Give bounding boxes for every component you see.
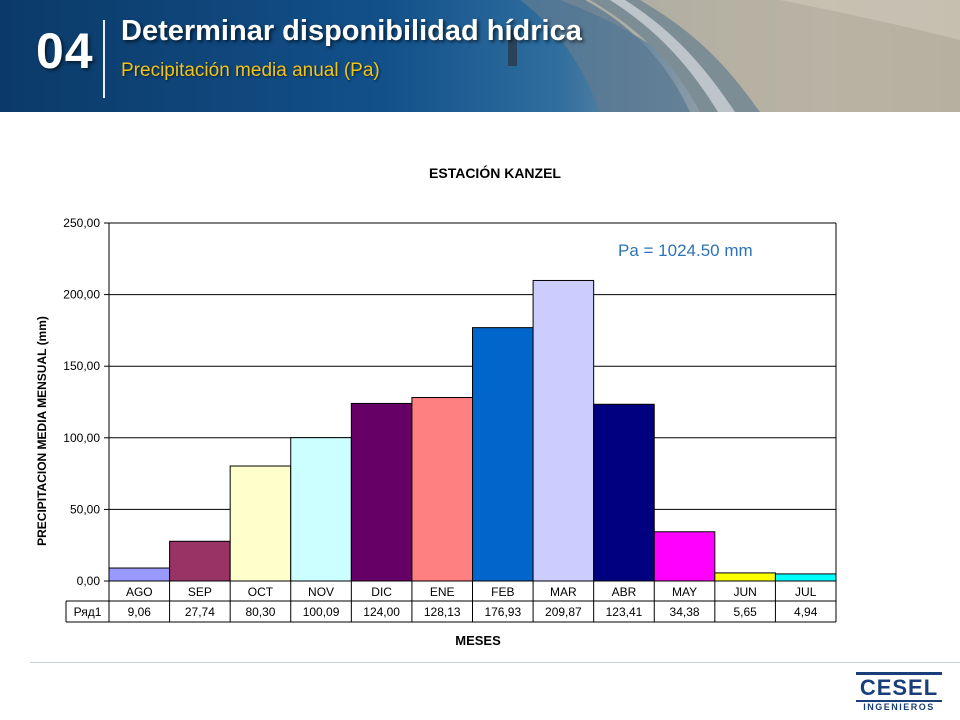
- x-tick-label-may: MAY: [672, 585, 697, 599]
- data-label-may: 34,38: [670, 605, 700, 619]
- data-label-mar: 209,87: [545, 605, 582, 619]
- logo-name: CESEL: [859, 675, 939, 700]
- x-tick-label-jul: JUL: [795, 585, 817, 599]
- footer-divider: [30, 662, 960, 663]
- logo-bar-bottom: [856, 700, 942, 702]
- x-tick-label-dic: DIC: [371, 585, 392, 599]
- x-tick-label-abr: ABR: [612, 585, 637, 599]
- x-tick-label-sep: SEP: [188, 585, 212, 599]
- data-label-abr: 123,41: [606, 605, 643, 619]
- bar-may: [653, 531, 716, 582]
- canal-photo: [508, 0, 960, 112]
- bar-jul: [774, 573, 837, 582]
- y-tick-label: 200,00: [63, 288, 100, 302]
- header-divider: [103, 20, 105, 98]
- y-axis-label: PRECIPITACION MEDIA MENSUAL (mm): [35, 316, 49, 546]
- chart-title: ESTACIÓN KANZEL: [429, 164, 561, 181]
- slide-number: 04: [36, 23, 94, 79]
- data-label-feb: 176,93: [484, 605, 521, 619]
- x-axis-label: MESES: [455, 633, 501, 648]
- data-label-sep: 27,74: [185, 605, 215, 619]
- data-label-ago: 9,06: [128, 605, 152, 619]
- slide-title: Determinar disponibilidad hídrica: [121, 15, 582, 47]
- data-label-dic: 124,00: [363, 605, 400, 619]
- pa-annotation: Pa = 1024.50 mm: [618, 241, 753, 260]
- y-tick-label: 0,00: [77, 574, 101, 588]
- data-label-oct: 80,30: [245, 605, 275, 619]
- bar-dic: [350, 402, 413, 582]
- y-tick-label: 250,00: [63, 216, 100, 230]
- bar-sep: [169, 540, 231, 582]
- y-tick-label: 100,00: [63, 431, 100, 445]
- logo-tagline: INGENIEROS: [863, 702, 935, 712]
- data-label-jun: 5,65: [733, 605, 757, 619]
- x-tick-label-ene: ENE: [430, 585, 455, 599]
- y-tick-label: 150,00: [63, 359, 100, 373]
- header-banner: 04 Determinar disponibilidad hídrica Pre…: [0, 0, 960, 112]
- series-name: Ряд1: [74, 605, 102, 619]
- bar-abr: [593, 403, 655, 582]
- data-label-ene: 128,13: [424, 605, 461, 619]
- x-tick-label-ago: AGO: [126, 585, 153, 599]
- bar-ene: [411, 397, 473, 582]
- data-label-jul: 4,94: [794, 605, 818, 619]
- y-tick-label: 50,00: [70, 502, 100, 516]
- x-tick-label-jun: JUN: [733, 585, 756, 599]
- data-label-nov: 100,09: [303, 605, 340, 619]
- x-tick-label-nov: NOV: [308, 585, 334, 599]
- logo-bar-top: [856, 672, 942, 675]
- bar-feb: [472, 327, 534, 582]
- bar-mar: [532, 279, 595, 582]
- x-tick-label-feb: FEB: [491, 585, 514, 599]
- bar-jun: [714, 572, 776, 582]
- x-tick-label-oct: OCT: [248, 585, 274, 599]
- x-tick-label-mar: MAR: [550, 585, 577, 599]
- precipitation-chart: ESTACIÓN KANZEL 0,00 50,00 100,00 150,00 200…: [35, 164, 837, 648]
- bar-oct: [229, 465, 292, 582]
- cesel-logo: CESEL INGENIEROS: [856, 672, 946, 712]
- bar-nov: [290, 437, 352, 582]
- bar-ago: [108, 567, 171, 582]
- slide-subtitle: Precipitación media anual (Pa): [121, 60, 380, 81]
